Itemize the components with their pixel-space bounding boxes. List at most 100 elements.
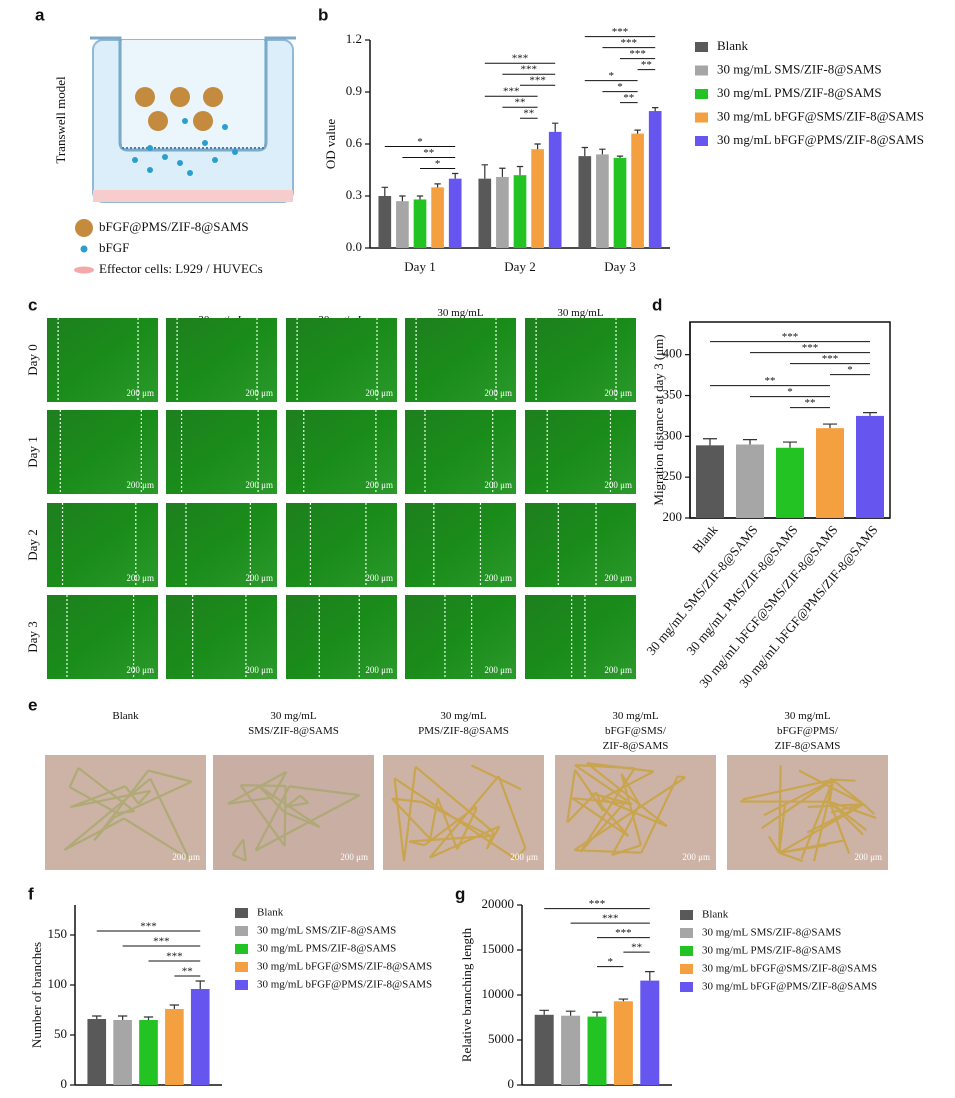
bar: [561, 1015, 581, 1085]
header-line: 30 mg/mL: [784, 710, 830, 722]
column-header: 30 mg/mL SMS/ZIF-8@SAMS: [248, 710, 339, 737]
panel-label: f: [28, 884, 34, 903]
legend-swatch: [680, 964, 693, 974]
image-bg: [47, 595, 158, 679]
significance-label: ***: [140, 921, 157, 933]
header-line: 30 mg/mL: [437, 307, 483, 319]
legend-swatch: [695, 42, 708, 52]
legend-label: 30 mg/mL SMS/ZIF-8@SAMS: [717, 61, 882, 76]
bar: [648, 111, 662, 248]
error-bar: [499, 167, 506, 177]
image-bg: [47, 318, 158, 402]
scale-bar-label: 200 μm: [604, 480, 632, 490]
image-bg: [405, 503, 516, 587]
error-bar: [599, 148, 606, 155]
scale-bar-label: 200 μm: [365, 573, 393, 583]
error-bar: [565, 1010, 576, 1016]
bar: [165, 1009, 184, 1085]
bar: [378, 196, 392, 248]
panel-label: g: [455, 884, 465, 903]
particles: [135, 87, 223, 131]
legend-label: 30 mg/mL PMS/ZIF-8@SAMS: [257, 943, 396, 955]
scale-bar-label: 200 μm: [172, 852, 200, 862]
error-bar: [117, 1015, 128, 1020]
row-label: Day 0: [25, 344, 40, 375]
legend-label: Effector cells: L929 / HUVECs: [99, 261, 263, 276]
header-line: ZIF-8@SAMS: [603, 740, 669, 752]
legend-label: 30 mg/mL PMS/ZIF-8@SAMS: [702, 945, 841, 957]
tube-network: [566, 762, 686, 857]
scale-bar-label: 200 μm: [604, 665, 632, 675]
significance-label: **: [623, 92, 634, 104]
scale-bar-label: 200 μm: [682, 852, 710, 862]
image-bg: [286, 503, 397, 587]
error-bar: [552, 122, 559, 132]
significance-label: *: [435, 158, 441, 170]
migration-image: 200 μm: [47, 503, 158, 587]
scale-bar-label: 200 μm: [604, 388, 632, 398]
bar: [396, 201, 409, 248]
migration-image: 200 μm: [525, 595, 636, 679]
growth-factor-dots: [132, 118, 238, 176]
header-line: PMS/ZIF-8@SAMS: [418, 725, 509, 737]
tube-image: 200 μm: [45, 755, 206, 870]
bar: [578, 156, 592, 248]
error-bar: [703, 438, 717, 446]
legend-label: 30 mg/mL bFGF@SMS/ZIF-8@SAMS: [702, 963, 877, 975]
error-bar: [616, 155, 624, 158]
bar: [816, 428, 844, 518]
x-tick-label: Day 2: [504, 259, 535, 274]
bar: [496, 176, 509, 248]
error-bar: [783, 441, 797, 448]
error-bar: [452, 172, 459, 179]
error-bar: [516, 165, 524, 176]
error-bar: [652, 107, 659, 112]
scale-bar-label: 200 μm: [340, 852, 368, 862]
y-tick-label: 0.3: [346, 187, 362, 202]
y-tick-label: 0: [508, 1076, 515, 1091]
scale-bar-label: 200 μm: [126, 573, 154, 583]
header-line: 30 mg/mL: [612, 710, 658, 722]
bar: [431, 187, 444, 248]
legend-swatch: [680, 982, 693, 992]
tube-image: 200 μm: [555, 755, 716, 870]
panel-label: d: [652, 295, 662, 314]
error-bar: [416, 195, 424, 200]
y-tick-label: 150: [48, 926, 68, 941]
bar: [534, 1014, 554, 1085]
significance-label: *: [847, 364, 853, 376]
bar: [413, 199, 427, 248]
scale-bar-label: 200 μm: [245, 480, 273, 490]
legend-swatch: [695, 112, 708, 123]
legend-swatch: [680, 928, 693, 938]
bar: [587, 1016, 607, 1085]
error-bar: [645, 971, 655, 981]
y-tick-label: 15000: [482, 941, 515, 956]
image-bg: [405, 595, 516, 679]
image-bg: [405, 318, 516, 402]
migration-image: 200 μm: [525, 410, 636, 494]
bar: [87, 1019, 107, 1085]
scale-bar-label: 200 μm: [245, 573, 273, 583]
migration-image: 200 μm: [405, 318, 516, 402]
image-bg: [166, 503, 277, 587]
legend-swatch: [235, 980, 248, 990]
significance-label: ***: [521, 64, 538, 76]
header-line: 30 mg/mL: [440, 710, 486, 722]
migration-image: 200 μm: [525, 318, 636, 402]
y-tick-label: 350: [663, 386, 683, 401]
bar: [531, 149, 544, 248]
x-tick-label: Day 1: [404, 259, 435, 274]
significance-label: ***: [802, 342, 819, 354]
row-label: Day 3: [25, 621, 40, 652]
x-tick-label: Blank: [689, 522, 721, 556]
significance-label: *: [607, 956, 613, 968]
significance-label: ***: [503, 86, 520, 98]
image-bg: [525, 503, 636, 587]
migration-image: 200 μm: [286, 410, 397, 494]
significance-label: *: [608, 70, 614, 82]
scale-bar-label: 200 μm: [604, 573, 632, 583]
image-bg: [286, 410, 397, 494]
legend-label: 30 mg/mL bFGF@PMS/ZIF-8@SAMS: [702, 981, 877, 993]
